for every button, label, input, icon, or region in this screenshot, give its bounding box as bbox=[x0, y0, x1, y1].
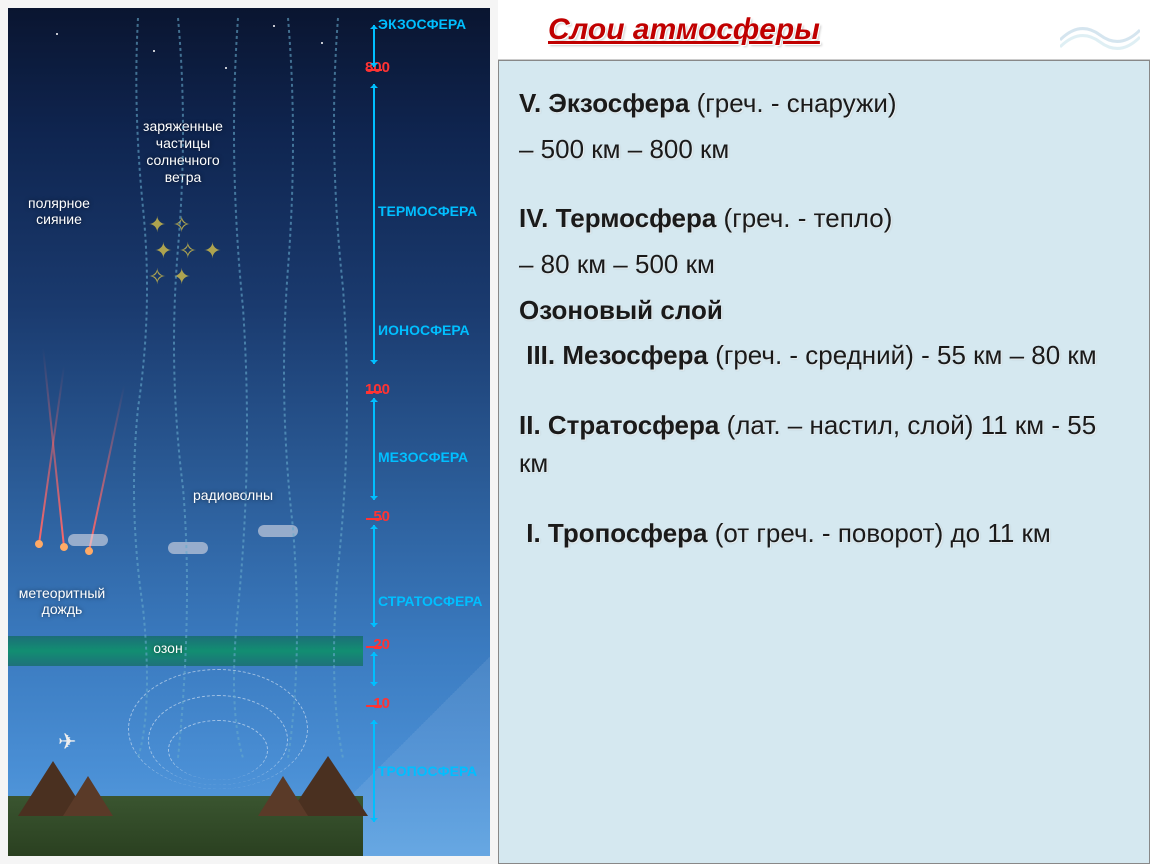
layer-range: до 11 км bbox=[943, 518, 1051, 548]
section-mesosphere: III. Мезосфера (греч. - средний) - 55 км… bbox=[519, 337, 1129, 375]
layer-exosphere: ЭКЗОСФЕРА bbox=[378, 16, 488, 32]
layer-num: III. bbox=[526, 340, 555, 370]
label-meteor-shower: метеоритный дождь bbox=[12, 585, 112, 619]
layer-num: IV. bbox=[519, 203, 548, 233]
cloud-icon bbox=[68, 534, 108, 546]
text-panel: Слои атмосферы V. Экзосфера (греч. - сна… bbox=[498, 0, 1150, 864]
layer-name: Термосфера bbox=[556, 203, 717, 233]
layer-origin: (греч. - снаружи) bbox=[689, 88, 896, 118]
mountain-icon bbox=[258, 776, 308, 816]
layer-range: - 55 км – 80 км bbox=[914, 340, 1097, 370]
layer-name: Экзосфера bbox=[548, 88, 689, 118]
section-exosphere: V. Экзосфера (греч. - снаружи) – 500 км … bbox=[519, 85, 1129, 168]
layer-range: – 80 км – 500 км bbox=[519, 246, 1129, 284]
layer-stratosphere: СТРАТОСФЕРА bbox=[378, 593, 488, 609]
layer-num: I. bbox=[526, 518, 540, 548]
label-polar-lights: полярное сияние bbox=[14, 195, 104, 229]
layer-mesosphere: МЕЗОСФЕРА bbox=[378, 449, 488, 465]
altitude-scale: ЭКЗОСФЕРА ТЕРМОСФЕРА ИОНОСФЕРА МЕЗОСФЕРА… bbox=[370, 8, 490, 856]
wavy-lines-icon bbox=[108, 8, 368, 768]
layer-origin: (от греч. - поворот) bbox=[708, 518, 944, 548]
airplane-icon: ✈ bbox=[58, 729, 76, 755]
ozone-label: Озоновый слой bbox=[519, 292, 1129, 330]
layer-origin: (греч. - тепло) bbox=[716, 203, 892, 233]
layer-num: II. bbox=[519, 410, 541, 440]
section-stratosphere: II. Стратосфера (лат. – настил, слой) 11… bbox=[519, 407, 1129, 482]
layer-troposphere: ТРОПОСФЕРА bbox=[378, 763, 488, 779]
layer-range: – 500 км – 800 км bbox=[519, 131, 1129, 169]
layer-thermosphere: ТЕРМОСФЕРА bbox=[378, 203, 488, 219]
layer-name: Тропосфера bbox=[548, 518, 708, 548]
layer-ionosphere: ИОНОСФЕРА bbox=[378, 322, 488, 338]
layer-origin: (греч. - средний) bbox=[708, 340, 914, 370]
mountain-icon bbox=[63, 776, 113, 816]
page-title: Слои атмосферы bbox=[548, 13, 820, 47]
title-bar: Слои атмосферы bbox=[498, 0, 1150, 60]
layer-origin: (лат. – настил, слой) bbox=[719, 410, 973, 440]
layer-name: Мезосфера bbox=[562, 340, 708, 370]
section-troposphere: I. Тропосфера (от греч. - поворот) до 11… bbox=[519, 515, 1129, 553]
content-panel: V. Экзосфера (греч. - снаружи) – 500 км … bbox=[498, 60, 1150, 864]
layer-num: V. bbox=[519, 88, 541, 118]
altitude-10: 10 bbox=[355, 695, 390, 712]
atmosphere-diagram: полярное сияние заряженные частицы солне… bbox=[0, 0, 498, 864]
layer-name: Стратосфера bbox=[548, 410, 719, 440]
wave-decoration-icon bbox=[1060, 5, 1140, 55]
section-thermosphere: IV. Термосфера (греч. - тепло) – 80 км –… bbox=[519, 200, 1129, 329]
